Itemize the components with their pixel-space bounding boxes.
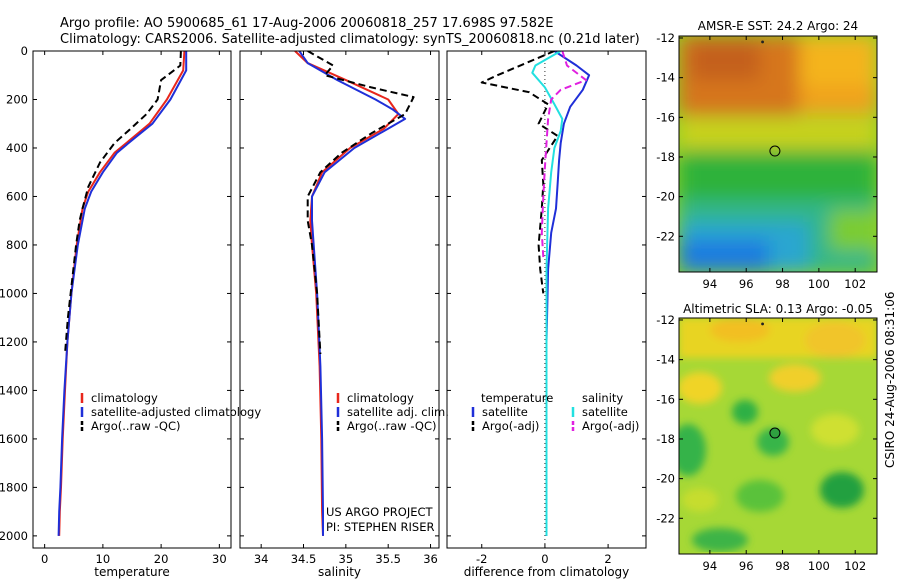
sst-lat-tick-label: -20: [656, 190, 675, 204]
difference-x-axis-label: difference from climatology: [464, 565, 630, 579]
depth-tick-label: 0: [21, 44, 28, 58]
salinity-plot-frame: [239, 50, 440, 549]
salinity-x-axis-label: salinity: [318, 565, 361, 579]
difference-legend: temperaturesatelliteArgo(-adj)salinitysa…: [471, 391, 639, 433]
salinity-series-argo-raw-qc-: [306, 51, 415, 355]
difference-legend-heading: salinity: [582, 391, 623, 405]
salinity-legend-label: satellite adj. clim.: [347, 405, 449, 419]
sla-map-title: Altimetric SLA: 0.13 Argo: -0.05: [683, 302, 873, 316]
depth-tick-label: 1800: [0, 480, 28, 494]
temperature-series-climatology: [58, 51, 186, 536]
temperature-x-axis-label: temperature: [94, 565, 169, 579]
temperature-x-tick-label: 30: [212, 552, 227, 566]
difference-series-salinity-satellite: [531, 51, 564, 536]
side-timestamp-label: CSIRO 24-Aug-2006 08:31:06: [883, 292, 897, 468]
salinity-x-tick-label: 34.5: [291, 552, 317, 566]
salinity-series-climatology: [294, 51, 400, 536]
depth-tick-label: 1600: [0, 432, 28, 446]
sst-lat-tick-label: -16: [656, 110, 675, 124]
depth-tick-label: 1000: [0, 286, 28, 300]
sla-lat-tick-label: -14: [656, 353, 675, 367]
temperature-series-satellite-adjusted-climatology: [57, 51, 188, 536]
sla-lat-tick-label: -22: [656, 511, 675, 525]
sst-map-title: AMSR-E SST: 24.2 Argo: 24: [698, 19, 858, 33]
difference-x-tick-label: -2: [476, 552, 487, 566]
sst-map-panel: AMSR-E SST: 24.2 Argo: 24 94 96 98 100 102 -1…: [656, 19, 878, 291]
difference-series-salinity-argo-adj-: [540, 51, 587, 258]
sst-lon-tick-label: 102: [844, 277, 866, 291]
sst-lon-tick-label: 94: [703, 277, 718, 291]
sst-lon-tick-label: 96: [739, 277, 754, 291]
difference-x-tick-label: 0: [541, 552, 548, 566]
temperature-legend-label: Argo(..raw -QC): [91, 419, 181, 433]
difference-x-tick-label: 2: [604, 552, 611, 566]
sst-argo-position-marker: [769, 145, 781, 157]
sla-lon-tick-label: 102: [844, 559, 866, 573]
sst-lat-tick-label: -18: [656, 150, 675, 164]
sla-argo-position-marker: [769, 427, 781, 439]
project-credit-label: PI: STEPHEN RISER: [326, 520, 435, 534]
difference-legend-label: satellite: [482, 405, 528, 419]
salinity-legend-label: climatology: [347, 391, 414, 405]
sla-secondary-marker: [761, 322, 764, 326]
figure-title-line1: Argo profile: AO 5900685_61 17-Aug-2006 …: [60, 16, 553, 31]
sla-lat-tick-label: -20: [656, 472, 675, 486]
sla-lon-tick-label: 100: [808, 559, 830, 573]
figure-title-line2: Climatology: CARS2006. Satellite-adjuste…: [60, 32, 640, 47]
depth-tick-label: 200: [6, 92, 28, 106]
temperature-profile-panel: 0 10 20 30 temperature 0 200 400 600 800 1000 1200 1…: [0, 44, 261, 579]
sst-lat-tick-label: -12: [656, 31, 675, 45]
depth-tick-label: 1200: [0, 335, 28, 349]
depth-tick-label: 2000: [0, 529, 28, 543]
temperature-legend-label: satellite-adjusted climatology: [91, 405, 261, 419]
temperature-x-tick-label: 0: [41, 552, 48, 566]
difference-series-temperature-argo-adj-: [480, 51, 559, 294]
temperature-x-tick-label: 10: [96, 552, 111, 566]
salinity-x-tick-label: 34: [254, 552, 269, 566]
sst-lat-tick-label: -14: [656, 71, 675, 85]
temperature-legend-label: climatology: [91, 391, 158, 405]
sla-map-panel: Altimetric SLA: 0.13 Argo: -0.05: [656, 302, 878, 573]
sst-lon-tick-label: 100: [808, 277, 830, 291]
salinity-x-tick-label: 35: [339, 552, 354, 566]
salinity-x-tick-label: 35.5: [375, 552, 401, 566]
difference-legend-label: satellite: [582, 405, 628, 419]
sla-lon-tick-label: 96: [739, 559, 754, 573]
sla-lat-tick-label: -18: [656, 432, 675, 446]
temperature-x-tick-label: 20: [154, 552, 169, 566]
salinity-x-tick-label: 36: [423, 552, 438, 566]
sst-lon-tick-label: 98: [775, 277, 790, 291]
sla-lat-tick-label: -12: [656, 313, 675, 327]
sst-secondary-marker: [761, 40, 764, 44]
depth-tick-label: 1400: [0, 383, 28, 397]
sla-lon-tick-label: 94: [703, 559, 718, 573]
salinity-series-satellite-adj-clim-: [298, 51, 407, 536]
depth-tick-label: 600: [6, 189, 28, 203]
difference-plot-frame: [446, 50, 647, 549]
sla-lon-tick-label: 98: [775, 559, 790, 573]
depth-tick-label: 800: [6, 238, 28, 252]
sst-map-frame: [678, 35, 878, 273]
difference-series-temperature-satellite: [545, 51, 591, 536]
temperature-plot-frame: [32, 50, 232, 549]
difference-legend-heading: temperature: [481, 391, 553, 405]
sla-lat-tick-label: -16: [656, 392, 675, 406]
sst-lat-tick-label: -22: [656, 229, 675, 243]
salinity-profile-panel: 34 34.5 35 35.5 36 salinity climatologysatelli…: [239, 50, 449, 579]
depth-tick-label: 400: [6, 141, 28, 155]
salinity-legend-label: Argo(..raw -QC): [347, 419, 437, 433]
difference-legend-label: Argo(-adj): [582, 419, 639, 433]
project-credit-label: US ARGO PROJECT: [326, 505, 434, 519]
sla-map-frame: [678, 317, 878, 555]
temperature-series-argo-raw-qc-: [64, 51, 182, 355]
difference-legend-label: Argo(-adj): [482, 419, 539, 433]
